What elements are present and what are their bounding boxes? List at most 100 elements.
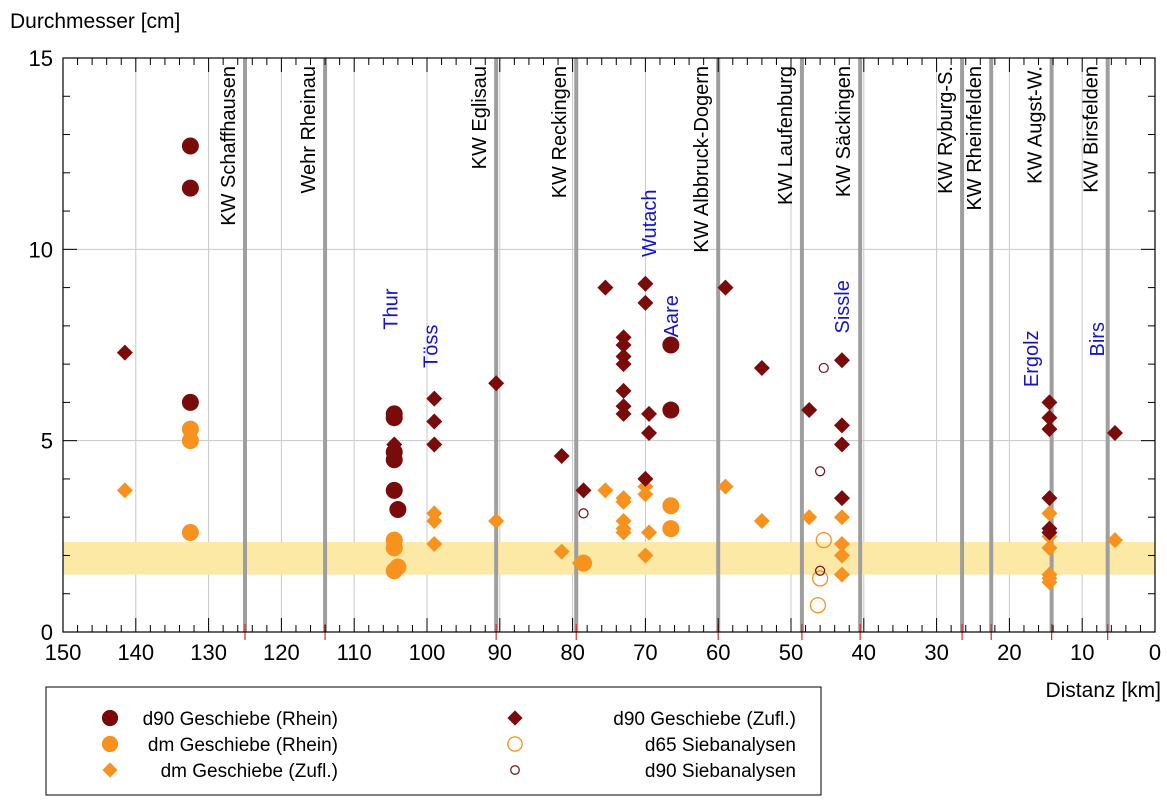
x-tick-label: 40 (852, 640, 876, 665)
data-point-diamond (833, 490, 850, 507)
data-point-diamond (641, 524, 658, 541)
data-point-diamond (597, 279, 614, 296)
data-point-diamond (507, 710, 523, 726)
data-point-circle (181, 524, 199, 542)
labels: KW Schaffhausen Wehr Rheinau KW Eglisau KW … (218, 66, 1109, 387)
data-point-small-circle (578, 508, 589, 519)
data-point-open-circle (507, 736, 523, 752)
y-tick-label: 10 (29, 237, 53, 262)
y-tick-label: 5 (41, 429, 53, 454)
data-point-circle (101, 735, 119, 753)
data-point-diamond (637, 294, 654, 311)
data-point-diamond (753, 359, 770, 376)
plant-label: Wehr Rheinau (298, 66, 320, 193)
data-point-diamond (1041, 505, 1058, 522)
plant-lines (243, 58, 1110, 640)
x-tick-label: 70 (633, 640, 657, 665)
data-point-circle (181, 393, 199, 411)
data-point-circle (385, 409, 403, 427)
data-point-diamond (615, 524, 632, 541)
data-point-diamond (1041, 539, 1058, 556)
x-tick-label: 130 (190, 640, 227, 665)
plant-label: KW Säckingen (833, 66, 855, 197)
data-point-diamond (575, 482, 592, 499)
series (116, 275, 1123, 541)
data-point-circle (662, 520, 680, 538)
data-point-diamond (833, 352, 850, 369)
plant-label: KW Laufenburg (775, 66, 797, 205)
data-point-diamond (1106, 425, 1123, 442)
data-point-diamond (641, 425, 658, 442)
x-tick-label: 0 (1149, 640, 1161, 665)
data-point-diamond (833, 436, 850, 453)
data-point-circle (181, 179, 199, 197)
x-tick-label: 10 (1070, 640, 1094, 665)
plant-label: KW Reckingen (549, 66, 571, 198)
data-point-circle (385, 539, 403, 557)
data-point-diamond (488, 375, 505, 392)
data-point-diamond (615, 405, 632, 422)
data-point-diamond (386, 436, 403, 453)
data-point-diamond (801, 402, 818, 419)
data-point-diamond (717, 279, 734, 296)
data-point-circle (101, 709, 119, 727)
data-point-diamond (615, 493, 632, 510)
x-tick-label: 120 (263, 640, 300, 665)
x-tick-label: 20 (997, 640, 1021, 665)
data-point-diamond (833, 566, 850, 583)
data-point-diamond (116, 344, 133, 361)
tributary-label: Wutach (639, 190, 661, 257)
x-tick-label: 60 (706, 640, 730, 665)
data-point-diamond (717, 478, 734, 495)
series (181, 137, 680, 519)
data-point-circle (385, 481, 403, 499)
y-axis-label: Durchmesser [cm] (10, 10, 180, 33)
data-point-circle (389, 501, 407, 519)
data-point-circle (662, 497, 680, 515)
data-point-diamond (641, 405, 658, 422)
data-point-diamond (1041, 394, 1058, 411)
data-point-open-circle (815, 532, 832, 549)
x-tick-label: 30 (924, 640, 948, 665)
tributary-label: Birs (1087, 322, 1109, 356)
data-point-diamond (426, 436, 443, 453)
y-tick-label: 15 (29, 46, 53, 71)
data-point-open-circle (809, 597, 827, 614)
plant-label: KW Birsfelden (1081, 66, 1103, 193)
tributary-label: Aare (661, 295, 683, 337)
plant-label: KW Ryburg-S. (935, 66, 957, 194)
legend: d90 Geschiebe (Rhein) dm Geschiebe (Rhein… (45, 686, 822, 796)
data-point-diamond (637, 275, 654, 292)
data-point-diamond (833, 535, 850, 552)
data-point-diamond (833, 417, 850, 434)
data-point-diamond (426, 413, 443, 430)
data-point-diamond (426, 513, 443, 530)
data-point-diamond (1041, 574, 1058, 591)
tributary-label: Töss (421, 325, 443, 368)
x-tick-label: 80 (560, 640, 584, 665)
legend-box (45, 686, 822, 796)
data-point-diamond (615, 382, 632, 399)
data-point-diamond (553, 543, 570, 560)
x-tick-label: 50 (779, 640, 803, 665)
data-point-diamond (426, 535, 443, 552)
legend-label: d90 Geschiebe (Zufl.) (613, 709, 796, 730)
data-point-diamond (1041, 421, 1058, 438)
data-point-diamond (116, 482, 133, 499)
legend-label: d65 Siebanalysen (645, 735, 796, 756)
series (575, 532, 832, 614)
plant-label: KW Rheinfelden (964, 66, 986, 211)
data-point-diamond (488, 513, 505, 530)
data-point-open-circle (811, 570, 829, 587)
plant-label: KW Augst-W. (1025, 66, 1047, 184)
series (578, 362, 829, 576)
axis-ticks: 150 140 130 120 110 100 90 80 70 60 50 40 30 20 10 0051… (29, 46, 1162, 665)
series (116, 478, 1123, 591)
data-point-small-circle (510, 765, 520, 775)
x-axis-label: Distanz [km] (1045, 679, 1161, 702)
data-point-diamond (833, 547, 850, 564)
data-point-diamond (615, 337, 632, 353)
x-tick-label: 150 (45, 640, 82, 665)
data-point-diamond (637, 486, 654, 503)
